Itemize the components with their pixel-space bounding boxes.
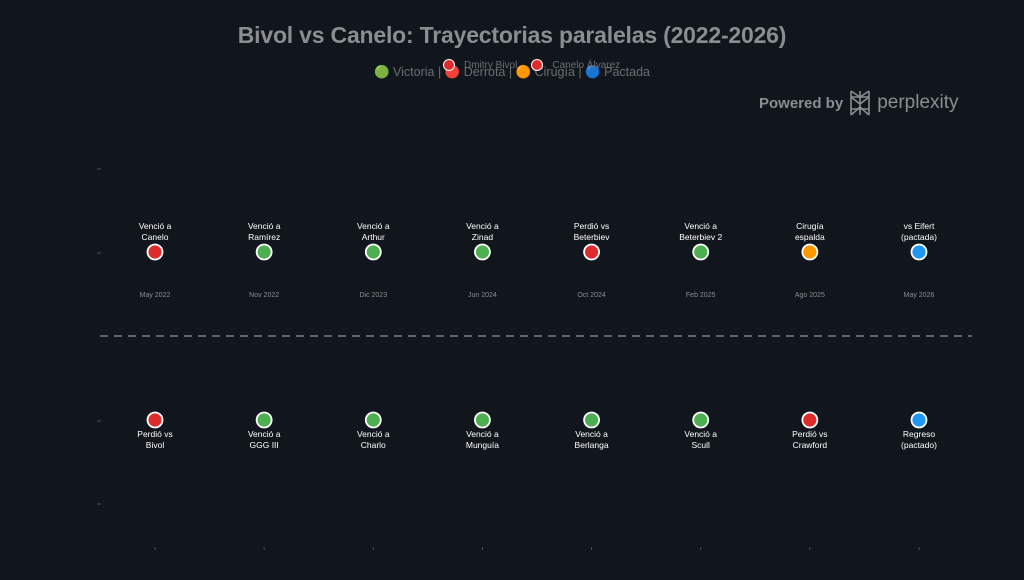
date-label: Oct 2024	[577, 292, 606, 299]
point-label: Arthur	[362, 232, 385, 242]
point-marker	[364, 411, 382, 429]
point-label: Perdió vs	[137, 429, 172, 439]
point-label: (pactado)	[901, 440, 937, 450]
legend-swatch-canelo	[531, 59, 544, 71]
point-label: Munguía	[466, 440, 499, 450]
legend-swatch-bivol	[443, 59, 455, 71]
point-marker	[146, 243, 164, 261]
point-marker	[801, 411, 819, 429]
date-label: Feb 2025	[686, 292, 716, 299]
point-label: Regreso	[903, 429, 935, 439]
point-label: Venció a	[248, 221, 281, 231]
point-label: Canelo	[142, 232, 169, 242]
chart-subtitle: 🟢 Victoria | 🔴 Derrota | 🟠 Cirugía | 🔵 P…	[373, 65, 651, 79]
point-label: Venció a	[357, 221, 390, 231]
point-marker	[364, 243, 382, 261]
point-marker	[910, 411, 928, 429]
point-label: Zinad	[472, 232, 494, 242]
point-marker	[583, 243, 600, 261]
point-label: vs Eifert	[904, 221, 935, 231]
point-label: Crawford	[793, 440, 828, 450]
point-marker	[583, 411, 600, 429]
point-label: Berlanga	[575, 440, 609, 450]
point-marker	[255, 243, 273, 261]
point-label: Venció a	[684, 221, 717, 231]
perplexity-icon	[850, 90, 871, 116]
point-label: Venció a	[139, 221, 172, 231]
point-label: Venció a	[684, 429, 717, 439]
point-label: Charlo	[361, 440, 386, 450]
date-label: Nov 2022	[249, 292, 279, 299]
date-label: May 2022	[140, 292, 171, 299]
date-label: Jun 2024	[468, 292, 497, 299]
point-label: Cirugía	[796, 221, 824, 231]
point-label: espalda	[795, 232, 825, 242]
legend-label-bivol: Dmitry Bivol	[464, 59, 518, 71]
date-label: May 2026	[904, 292, 935, 299]
point-marker	[801, 243, 819, 261]
chart-title: Bivol vs Canelo: Trayectorias paralelas …	[237, 22, 787, 48]
legend-item-bivol[interactable]: Dmitry Bivol	[443, 59, 517, 71]
point-label: Venció a	[466, 221, 499, 231]
perplexity-logo: Powered by perplexity	[759, 90, 959, 116]
point-label: Venció a	[248, 429, 281, 439]
date-label: Dic 2023	[359, 292, 387, 299]
point-label: Ramírez	[248, 232, 280, 242]
point-label: Venció a	[357, 429, 390, 439]
point-label: Venció a	[466, 429, 499, 439]
point-label: Venció a	[575, 429, 608, 439]
point-marker	[910, 243, 928, 261]
legend-item-canelo[interactable]: Canelo Álvarez	[531, 59, 620, 71]
point-marker	[692, 411, 710, 429]
point-label: Perdió vs	[574, 221, 609, 231]
point-marker	[146, 411, 164, 429]
point-marker	[692, 243, 710, 261]
date-label: Ago 2025	[795, 292, 825, 299]
legend-label-canelo: Canelo Álvarez	[552, 59, 621, 71]
point-label: Beterbiev	[574, 232, 611, 242]
point-marker	[474, 243, 491, 261]
point-label: Bivol	[146, 440, 165, 450]
point-marker	[255, 411, 273, 429]
point-label: (pactada)	[901, 232, 937, 242]
point-label: Perdió vs	[792, 429, 827, 439]
point-label: GGG III	[250, 440, 279, 450]
point-label: Scull	[691, 440, 710, 450]
point-label: Beterbiev 2	[679, 232, 722, 242]
powered-by-text: Powered by	[759, 94, 844, 112]
perplexity-wordmark: perplexity	[877, 92, 959, 113]
chart-legend: Dmitry Bivol Canelo Álvarez	[443, 56, 620, 74]
point-marker	[474, 411, 491, 429]
